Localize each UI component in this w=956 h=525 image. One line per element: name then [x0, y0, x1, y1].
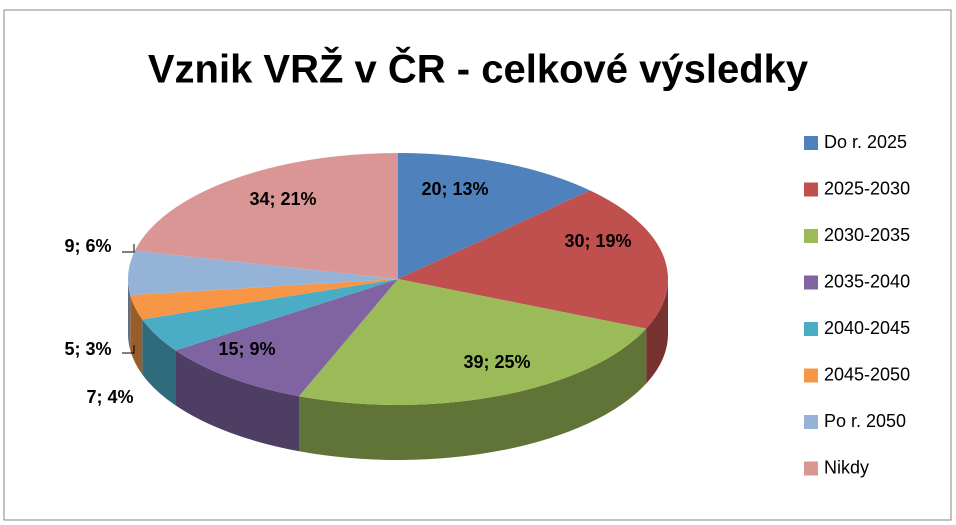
slice-side	[128, 279, 131, 351]
legend-label: 2035-2040	[824, 271, 910, 291]
slice-side	[299, 328, 647, 460]
legend-swatch	[804, 229, 818, 243]
data-label: 9; 6%	[64, 236, 111, 256]
legend-label: Nikdy	[824, 457, 869, 477]
legend-swatch	[804, 322, 818, 336]
slice	[128, 250, 399, 296]
leader-line	[122, 345, 135, 354]
slice	[398, 153, 590, 279]
slice	[142, 279, 398, 351]
legend-swatch	[804, 136, 818, 150]
chart-title: Vznik VRŽ v ČR - celkové výsledky	[148, 46, 809, 92]
slice	[299, 279, 647, 405]
legend-label: Do r. 2025	[824, 132, 907, 152]
slice-side	[142, 319, 176, 406]
slice	[398, 190, 668, 329]
data-label: 7; 4%	[86, 387, 133, 407]
leader-line	[122, 244, 135, 253]
legend-swatch	[804, 275, 818, 290]
legend-label: 2040-2045	[824, 318, 910, 338]
data-label: 20; 13%	[421, 179, 488, 199]
data-label: 15; 9%	[218, 339, 275, 359]
data-label: 30; 19%	[564, 231, 631, 251]
legend-swatch	[804, 415, 818, 429]
slice-side	[175, 350, 300, 452]
data-label: 39; 25%	[463, 352, 530, 372]
slice	[130, 279, 398, 320]
slice-side	[646, 279, 668, 384]
slice	[134, 153, 398, 279]
legend-label: 2030-2035	[824, 225, 910, 245]
data-label: 5; 3%	[64, 339, 111, 359]
slice	[175, 279, 398, 397]
legend-swatch	[804, 182, 818, 197]
data-label: 34; 21%	[249, 189, 316, 209]
legend-swatch	[804, 461, 818, 476]
legend-label: 2025-2030	[824, 178, 910, 198]
legend-swatch	[804, 368, 818, 383]
legend-label: Po r. 2050	[824, 411, 906, 431]
slice-side	[130, 295, 143, 375]
legend-label: 2045-2050	[824, 364, 910, 384]
